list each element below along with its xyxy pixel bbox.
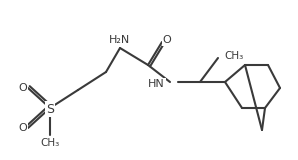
Text: CH₃: CH₃ — [40, 138, 60, 148]
Text: CH₃: CH₃ — [224, 51, 243, 61]
Text: O: O — [18, 123, 27, 133]
Text: O: O — [18, 83, 27, 93]
Text: O: O — [163, 35, 171, 45]
Text: HN: HN — [148, 79, 165, 89]
Text: S: S — [46, 103, 54, 116]
Text: H₂N: H₂N — [109, 35, 131, 45]
